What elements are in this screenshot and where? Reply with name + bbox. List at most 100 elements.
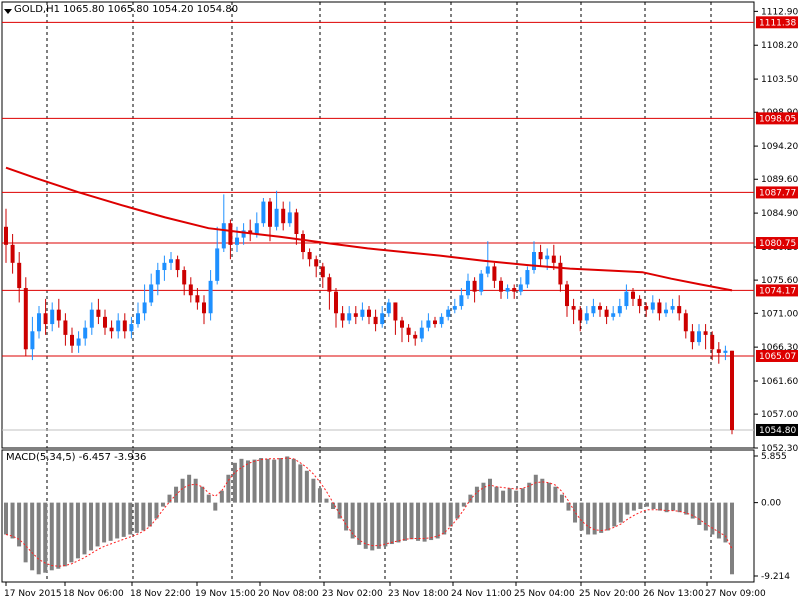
candle-body	[162, 262, 167, 271]
macd-bar	[690, 502, 695, 519]
macd-bar	[102, 502, 107, 543]
candle-body	[466, 280, 470, 296]
macd-tick-label: -9.214	[761, 572, 790, 582]
macd-bar	[115, 502, 120, 539]
macd-bar	[370, 502, 375, 551]
macd-bar	[474, 486, 479, 503]
price-tick-label: 1103.50	[761, 75, 798, 85]
candle-body	[703, 331, 708, 335]
candle-body	[268, 201, 272, 227]
macd-bar	[180, 478, 185, 503]
macd-bar	[219, 490, 224, 503]
macd-frame	[1, 449, 755, 583]
time-label: 23 Nov 02:00	[322, 589, 383, 599]
candle-body	[56, 309, 61, 321]
macd-bar	[206, 494, 211, 503]
price-tick-label: 1075.60	[761, 276, 798, 286]
macd-bar	[4, 502, 8, 535]
macd-bar	[298, 464, 303, 503]
candle-body	[23, 288, 28, 350]
candle-body	[10, 244, 15, 263]
macd-bar	[612, 502, 617, 527]
candle-body	[353, 313, 358, 317]
current-price-label: 1054.80	[759, 426, 796, 436]
candle-body	[294, 212, 299, 235]
macd-bar	[331, 502, 336, 509]
macd-bar	[573, 502, 578, 523]
candle-body	[4, 226, 8, 245]
candle-body	[188, 284, 193, 296]
candle-body	[367, 309, 371, 317]
candle-body	[598, 306, 602, 310]
time-label: 19 Nov 15:00	[195, 589, 256, 599]
macd-bar	[658, 502, 663, 511]
candle-body	[558, 262, 563, 285]
candle-body	[697, 331, 701, 343]
macd-bar	[618, 502, 623, 523]
level-tag	[756, 349, 798, 362]
macd-bar	[697, 502, 702, 525]
macd-bar	[134, 502, 139, 533]
candle-body	[716, 349, 721, 353]
candle-body	[690, 331, 695, 343]
candle-body	[604, 309, 609, 317]
macd-bar	[128, 502, 133, 535]
candle-body	[50, 309, 55, 325]
macd-bar	[671, 502, 676, 511]
macd-bar	[160, 502, 165, 507]
macd-bar	[265, 458, 270, 503]
macd-bar	[259, 458, 264, 503]
price-tick-label: 1089.60	[761, 175, 798, 185]
level-tag	[756, 186, 798, 199]
candle-body	[334, 291, 338, 314]
candle-body	[241, 230, 246, 238]
candle-body	[591, 306, 596, 314]
macd-bar	[193, 478, 198, 503]
candle-body	[261, 201, 266, 224]
macd-bar	[402, 502, 407, 541]
macd-bar	[416, 502, 421, 541]
candle-body	[103, 316, 107, 328]
moving-average-line	[5, 166, 733, 292]
dropdown-arrow-icon[interactable]	[4, 9, 12, 14]
candle-body	[730, 350, 734, 430]
macd-signal-line	[5, 457, 733, 567]
macd-bar	[723, 502, 728, 543]
candle-body	[347, 313, 352, 321]
candle-body	[63, 320, 68, 335]
macd-bar	[579, 502, 584, 531]
macd-bar	[514, 490, 519, 503]
candle-body	[70, 334, 74, 346]
macd-bar	[501, 490, 506, 503]
macd-bar	[337, 502, 342, 519]
candle-body	[512, 288, 517, 292]
macd-bar	[121, 502, 126, 537]
macd-bar	[363, 502, 368, 549]
candle-body	[446, 309, 451, 317]
candle-body	[122, 320, 127, 332]
candle-body	[400, 320, 404, 328]
macd-bar	[468, 494, 473, 503]
macd-bar	[200, 486, 205, 503]
macd-bar	[730, 502, 734, 575]
macd-bar	[461, 502, 466, 507]
macd-bar	[89, 502, 94, 551]
candle-body	[169, 259, 173, 263]
candle-body	[677, 306, 682, 314]
candle-body	[254, 223, 259, 235]
macd-bar	[272, 459, 277, 503]
candle-body	[202, 302, 206, 314]
time-label: 24 Nov 11:00	[451, 589, 512, 599]
candle-body	[386, 302, 391, 314]
macd-bar	[324, 498, 329, 503]
macd-bar	[540, 478, 545, 503]
candle-body	[433, 320, 437, 325]
candle-body	[320, 266, 325, 278]
macd-bar	[481, 482, 486, 503]
macd-bar	[147, 502, 152, 527]
macd-bar	[710, 502, 715, 535]
candle-body	[215, 248, 220, 281]
level-tag	[756, 237, 798, 250]
